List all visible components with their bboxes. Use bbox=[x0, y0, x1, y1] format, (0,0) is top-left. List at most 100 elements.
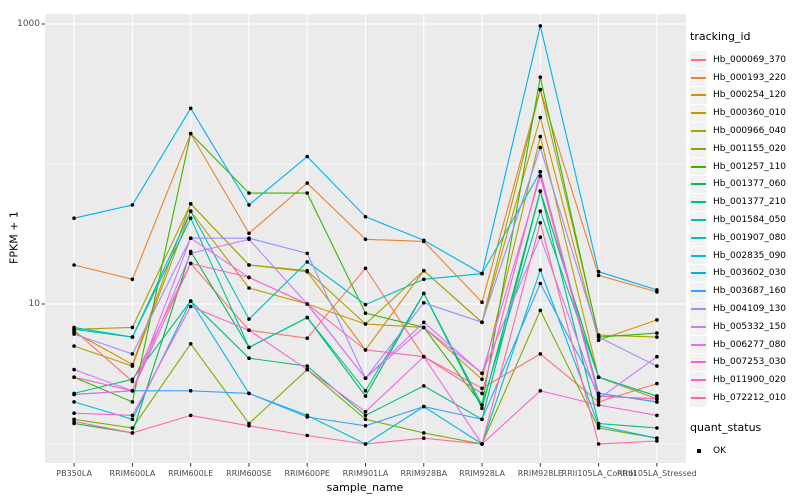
data-point bbox=[72, 216, 76, 220]
legend-item-label: Hb_003687_160 bbox=[713, 286, 787, 297]
legend-key-line-icon bbox=[690, 318, 707, 336]
legend-item-label: Hb_001584_050 bbox=[713, 215, 787, 226]
data-point bbox=[130, 325, 135, 330]
legend-item-label: Hb_000069_370 bbox=[713, 54, 787, 65]
legend-item-Hb_001155_020: Hb_001155_020 bbox=[690, 140, 798, 158]
legend-title-tracking-id: tracking_id bbox=[690, 30, 751, 43]
data-point bbox=[247, 328, 251, 333]
legend-item-Hb_000069_370: Hb_000069_370 bbox=[690, 51, 798, 69]
data-point bbox=[130, 203, 135, 207]
data-point bbox=[596, 269, 601, 274]
x-tick-label-RRIM901LA: RRIM901LA bbox=[342, 469, 389, 478]
data-point bbox=[363, 348, 368, 352]
data-point bbox=[655, 436, 659, 441]
data-point bbox=[130, 417, 135, 422]
data-point bbox=[538, 189, 543, 193]
data-point bbox=[596, 391, 601, 396]
data-point bbox=[305, 433, 310, 438]
data-point bbox=[188, 131, 193, 136]
data-point bbox=[188, 261, 193, 266]
quant-status-label: OK bbox=[713, 445, 726, 456]
legend-item-label: Hb_003602_030 bbox=[713, 268, 787, 279]
data-point bbox=[655, 335, 659, 339]
data-point bbox=[422, 238, 426, 243]
data-point bbox=[655, 381, 659, 386]
data-point bbox=[363, 424, 368, 428]
data-point bbox=[538, 352, 543, 356]
data-point bbox=[247, 317, 251, 321]
data-point bbox=[363, 376, 368, 381]
legend-item-label: Hb_001377_060 bbox=[713, 179, 787, 190]
data-point bbox=[480, 377, 484, 382]
data-point bbox=[480, 300, 484, 305]
legend-title-quant-status: quant_status bbox=[690, 420, 762, 434]
data-point bbox=[247, 275, 251, 280]
data-point bbox=[305, 336, 310, 341]
data-point bbox=[130, 431, 135, 435]
data-point bbox=[480, 406, 484, 411]
data-point bbox=[305, 268, 310, 273]
data-point bbox=[188, 209, 193, 213]
legend-item-Hb_001377_210: Hb_001377_210 bbox=[690, 193, 798, 211]
legend-item-label: Hb_001377_210 bbox=[713, 197, 787, 208]
data-point bbox=[188, 304, 193, 309]
data-point bbox=[480, 403, 484, 407]
x-tick-label-RRIM928BA: RRIM928BA bbox=[400, 469, 448, 478]
legend-key-line-icon bbox=[690, 211, 707, 229]
data-point bbox=[363, 394, 368, 398]
legend-key-line-icon bbox=[690, 389, 707, 407]
legend-item-Hb_005332_150: Hb_005332_150 bbox=[690, 318, 798, 336]
legend-item-Hb_072212_010: Hb_072212_010 bbox=[690, 389, 798, 407]
data-point bbox=[72, 344, 76, 348]
data-point bbox=[247, 424, 251, 428]
legend-key-line-icon bbox=[690, 247, 707, 265]
data-point bbox=[655, 364, 659, 368]
panel-content bbox=[45, 14, 686, 463]
legend-item-Hb_000193_220: Hb_000193_220 bbox=[690, 69, 798, 87]
data-point bbox=[596, 338, 601, 343]
data-point bbox=[538, 75, 543, 79]
x-tick-label-RRIM600LA: RRIM600LA bbox=[109, 469, 156, 478]
data-point bbox=[247, 231, 251, 236]
data-point bbox=[422, 436, 426, 441]
data-point bbox=[538, 235, 543, 239]
legend-items: Hb_000069_370 Hb_000193_220 Hb_000254_120 H… bbox=[690, 51, 798, 407]
data-point bbox=[247, 391, 251, 396]
data-point bbox=[72, 263, 76, 267]
legend-item-Hb_003687_160: Hb_003687_160 bbox=[690, 282, 798, 300]
legend-item-Hb_001377_060: Hb_001377_060 bbox=[690, 175, 798, 194]
y-tick-label-10: 10 bbox=[28, 298, 40, 309]
data-point bbox=[596, 424, 601, 428]
legend-key-line-icon bbox=[690, 300, 707, 318]
data-point bbox=[422, 320, 426, 325]
legend-item-label: Hb_001257_110 bbox=[713, 161, 787, 172]
data-point bbox=[480, 417, 484, 422]
data-point bbox=[538, 389, 543, 393]
data-point bbox=[538, 87, 543, 92]
data-point bbox=[130, 400, 135, 404]
legend-key-line-icon bbox=[690, 371, 707, 389]
data-point bbox=[655, 354, 659, 359]
data-point bbox=[305, 364, 310, 368]
legend-item-Hb_002835_090: Hb_002835_090 bbox=[690, 247, 798, 265]
data-point bbox=[596, 400, 601, 404]
data-point bbox=[655, 426, 659, 430]
data-point bbox=[247, 203, 251, 207]
data-point bbox=[538, 115, 543, 120]
legend-key-line-icon bbox=[690, 122, 707, 140]
data-point bbox=[130, 413, 135, 418]
data-point bbox=[480, 386, 484, 391]
data-point bbox=[305, 367, 310, 372]
legend-item-Hb_000254_120: Hb_000254_120 bbox=[690, 86, 798, 105]
legend-item-label: Hb_004109_130 bbox=[713, 304, 787, 315]
data-point bbox=[363, 266, 368, 271]
data-point bbox=[305, 251, 310, 256]
legend-item-Hb_007253_030: Hb_007253_030 bbox=[690, 353, 798, 372]
legend-key-line-icon bbox=[690, 140, 707, 158]
data-point bbox=[538, 221, 543, 225]
data-point bbox=[363, 322, 368, 326]
data-point bbox=[188, 216, 193, 220]
legend-key-line-icon bbox=[690, 193, 707, 211]
